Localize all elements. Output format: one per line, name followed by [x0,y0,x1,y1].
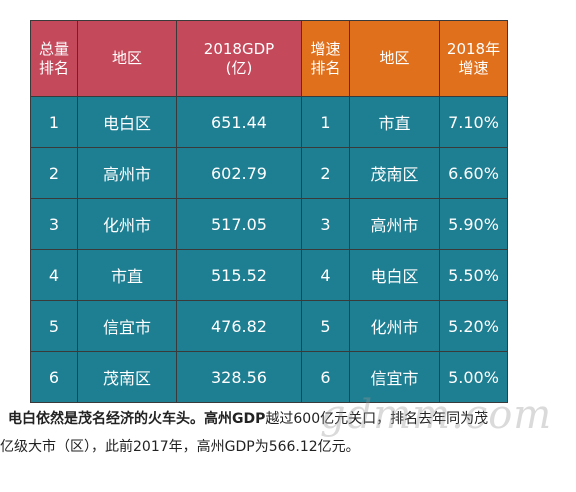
cell-region-a: 茂南区 [77,351,177,403]
header-growth: 2018年 增速 [439,20,508,97]
caption-continuation-text: 越过600亿元关口，排名去年同为茂 [265,411,489,427]
cell-region-b: 市直 [349,96,440,148]
cell-region-a: 信宜市 [77,300,177,352]
caption-line-2: 亿级大市（区），此前2017年，高州GDP为566.12亿元。 [0,439,360,455]
table-row: 2 高州市 602.79 2 茂南区 6.60% [30,147,508,199]
cell-region-a: 化州市 [77,198,177,250]
cell-growth-rank: 5 [301,300,350,352]
table-header-row: 总量 排名 地区 2018GDP (亿) 增速 排名 地区 2018年 增速 [30,20,508,97]
cell-gdp-rank: 4 [30,249,78,301]
cell-region-b: 茂南区 [349,147,440,199]
header-region-b: 地区 [349,20,440,97]
header-region-b-label: 地区 [379,49,410,67]
cell-growth-rank: 1 [301,96,350,148]
cell-region-a: 电白区 [77,96,177,148]
table-row: 5 信宜市 476.82 5 化州市 5.20% [30,300,508,352]
cell-growth-rank: 2 [301,147,350,199]
cell-growth-rank: 4 [301,249,350,301]
caption-bold-text: 电白依然是茂名经济的火车头。高州GDP [8,411,266,427]
cell-region-b: 高州市 [349,198,440,250]
header-region-a: 地区 [77,20,177,97]
cell-region-b: 化州市 [349,300,440,352]
cell-growth-rank: 6 [301,351,350,403]
table-row: 6 茂南区 328.56 6 信宜市 5.00% [30,351,508,403]
header-gdp: 2018GDP (亿) [176,20,302,97]
cell-growth: 5.50% [439,249,508,301]
cell-gdp: 476.82 [176,300,302,352]
header-gdp-label: 2018GDP (亿) [203,39,275,77]
cell-region-a: 高州市 [77,147,177,199]
cell-gdp-rank: 5 [30,300,78,352]
cell-gdp: 602.79 [176,147,302,199]
cell-gdp-rank: 1 [30,96,78,148]
cell-growth: 6.60% [439,147,508,199]
gdp-ranking-table: 总量 排名 地区 2018GDP (亿) 增速 排名 地区 2018年 增速 1… [30,20,508,403]
cell-gdp-rank: 2 [30,147,78,199]
cell-region-b: 电白区 [349,249,440,301]
cell-gdp-rank: 6 [30,351,78,403]
cell-gdp: 328.56 [176,351,302,403]
caption-line-1: 电白依然是茂名经济的火车头。高州GDP越过600亿元关口，排名去年同为茂 [0,405,576,433]
cell-gdp: 651.44 [176,96,302,148]
cell-gdp: 517.05 [176,198,302,250]
header-growth-rank: 增速 排名 [301,20,350,97]
cell-growth: 5.00% [439,351,508,403]
cell-region-a: 市直 [77,249,177,301]
cell-growth: 7.10% [439,96,508,148]
cell-region-b: 信宜市 [349,351,440,403]
table-row: 4 市直 515.52 4 电白区 5.50% [30,249,508,301]
header-growth-rank-label: 增速 排名 [310,39,341,77]
header-gdp-rank: 总量 排名 [30,20,78,97]
table-row: 1 电白区 651.44 1 市直 7.10% [30,96,508,148]
cell-growth: 5.20% [439,300,508,352]
header-region-a-label: 地区 [111,49,142,67]
cell-growth-rank: 3 [301,198,350,250]
cell-growth: 5.90% [439,198,508,250]
header-gdp-rank-label: 总量 排名 [38,39,69,77]
cell-gdp-rank: 3 [30,198,78,250]
header-growth-label: 2018年 增速 [446,39,501,77]
cell-gdp: 515.52 [176,249,302,301]
table-row: 3 化州市 517.05 3 高州市 5.90% [30,198,508,250]
article-caption: 电白依然是茂名经济的火车头。高州GDP越过600亿元关口，排名去年同为茂 亿级大… [0,405,576,461]
